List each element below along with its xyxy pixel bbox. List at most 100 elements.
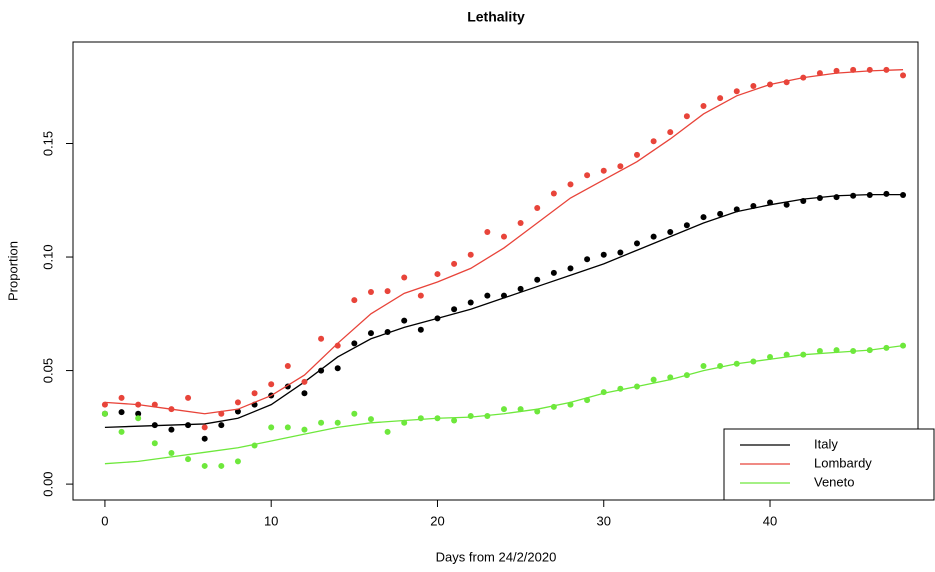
data-point <box>816 348 823 355</box>
data-point <box>451 417 458 424</box>
data-point <box>451 260 458 267</box>
data-point <box>534 276 541 283</box>
data-point <box>833 67 840 74</box>
x-axis-title: Days from 24/2/2020 <box>436 549 557 564</box>
data-point <box>467 299 474 306</box>
data-point <box>151 422 158 429</box>
data-point <box>866 66 873 73</box>
data-point <box>700 363 707 370</box>
data-point <box>268 424 275 431</box>
data-point <box>517 406 524 413</box>
data-point <box>783 351 790 358</box>
data-point <box>600 251 607 258</box>
data-point <box>135 410 142 417</box>
data-point <box>151 401 158 408</box>
data-point <box>900 72 907 79</box>
data-point <box>816 70 823 77</box>
data-point <box>168 406 175 413</box>
data-point <box>201 435 208 442</box>
data-point <box>567 401 574 408</box>
data-point <box>384 288 391 295</box>
data-point <box>284 363 291 370</box>
data-point <box>135 415 142 422</box>
data-point <box>633 383 640 390</box>
data-point <box>251 442 258 449</box>
data-point <box>384 328 391 335</box>
data-point <box>883 190 890 197</box>
data-point <box>683 222 690 229</box>
data-point <box>550 403 557 410</box>
data-point <box>617 163 624 170</box>
data-point <box>500 406 507 413</box>
x-tick-label: 30 <box>597 513 611 528</box>
data-point <box>800 351 807 358</box>
data-point <box>683 372 690 379</box>
data-point <box>434 271 441 278</box>
data-point <box>500 292 507 299</box>
data-point <box>567 265 574 272</box>
data-point <box>384 428 391 435</box>
data-point <box>201 462 208 469</box>
data-point <box>767 199 774 206</box>
data-point <box>351 297 358 304</box>
data-point <box>567 181 574 188</box>
x-tick-label: 10 <box>264 513 278 528</box>
data-point <box>717 363 724 370</box>
data-point <box>417 326 424 333</box>
data-point <box>484 292 491 299</box>
data-point <box>816 194 823 201</box>
data-point <box>417 292 424 299</box>
data-point <box>484 412 491 419</box>
data-point <box>218 410 225 417</box>
data-point <box>367 289 374 296</box>
data-point <box>733 206 740 213</box>
data-point <box>351 340 358 347</box>
data-point <box>650 376 657 383</box>
data-point <box>135 401 142 408</box>
data-point <box>717 210 724 217</box>
data-point <box>750 202 757 209</box>
data-point <box>218 462 225 469</box>
data-point <box>401 317 408 324</box>
data-point <box>334 342 341 349</box>
data-point <box>434 315 441 322</box>
y-tick-label: 0.00 <box>40 471 55 496</box>
data-point <box>168 426 175 433</box>
data-point <box>767 353 774 360</box>
data-point <box>201 424 208 431</box>
data-point <box>318 419 325 426</box>
data-point <box>833 194 840 201</box>
data-point <box>534 204 541 211</box>
data-point <box>334 419 341 426</box>
data-point <box>667 129 674 136</box>
data-point <box>151 440 158 447</box>
data-point <box>617 249 624 256</box>
data-point <box>750 358 757 365</box>
data-point <box>650 138 657 145</box>
data-point <box>168 449 175 456</box>
data-point <box>318 335 325 342</box>
data-point <box>800 74 807 81</box>
data-point <box>600 389 607 396</box>
data-point <box>550 190 557 197</box>
data-point <box>783 201 790 208</box>
y-tick-label: 0.05 <box>40 358 55 383</box>
y-tick-label: 0.10 <box>40 244 55 269</box>
data-point <box>667 374 674 381</box>
data-point <box>767 81 774 88</box>
legend-label: Veneto <box>814 474 855 489</box>
data-point <box>284 424 291 431</box>
data-point <box>700 103 707 110</box>
fit-line <box>104 193 904 428</box>
data-point <box>900 192 907 199</box>
data-point <box>417 415 424 422</box>
legend-label: Italy <box>814 436 838 451</box>
data-point <box>584 172 591 179</box>
data-point <box>118 394 125 401</box>
data-point <box>717 95 724 102</box>
data-point <box>584 397 591 404</box>
data-point <box>750 83 757 90</box>
data-point <box>517 219 524 226</box>
data-point <box>301 378 308 385</box>
data-point <box>700 214 707 221</box>
